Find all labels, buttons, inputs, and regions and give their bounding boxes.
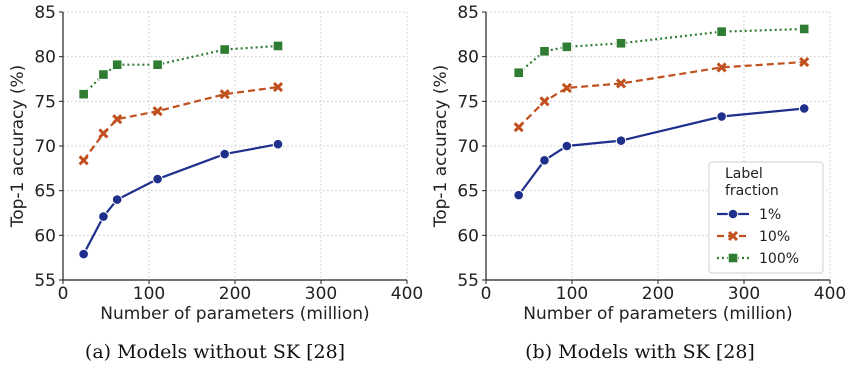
data-point <box>615 78 627 89</box>
series-1pct <box>513 103 810 201</box>
legend-title: Label <box>725 166 763 182</box>
series-line <box>82 44 279 95</box>
series-100pct <box>78 40 284 100</box>
legend-box <box>708 161 824 274</box>
x-tick-label: 100 <box>133 284 165 304</box>
data-point <box>716 26 727 37</box>
series-10pct <box>513 56 810 133</box>
x-axis-label: Number of parameters (million) <box>523 304 792 324</box>
x-tick-label: 0 <box>58 284 69 304</box>
y-tick-label: 85 <box>457 3 479 23</box>
data-point <box>219 148 230 160</box>
data-point <box>561 140 573 152</box>
data-point <box>716 62 727 73</box>
legend-title: fraction <box>725 183 779 199</box>
legend-marker <box>727 208 739 220</box>
y-tick-label: 75 <box>457 92 479 112</box>
data-point <box>513 67 524 79</box>
y-tick-label: 60 <box>457 226 479 246</box>
data-point <box>539 154 550 166</box>
data-point <box>98 211 109 222</box>
y-tick-label: 75 <box>34 92 56 112</box>
data-point <box>98 128 109 139</box>
x-tick-label: 200 <box>219 284 251 304</box>
legend-entry: 1% <box>759 207 781 223</box>
data-point <box>513 189 524 201</box>
x-tick-label: 400 <box>814 284 846 304</box>
legend-entry: 10% <box>759 229 790 245</box>
data-point <box>111 59 123 71</box>
data-point <box>513 122 524 133</box>
data-point <box>78 155 89 166</box>
data-point <box>561 41 573 53</box>
series-line <box>82 143 279 255</box>
y-tick-label: 65 <box>34 182 56 202</box>
series-line <box>517 27 805 74</box>
data-point <box>272 40 284 52</box>
x-axis-label: Number of parameters (million) <box>100 304 369 324</box>
data-point <box>152 59 163 71</box>
data-point <box>539 96 550 107</box>
data-point <box>539 46 550 57</box>
data-point <box>799 56 810 68</box>
data-point <box>112 114 123 125</box>
y-tick-label: 85 <box>34 3 56 23</box>
y-tick-label: 80 <box>34 48 56 68</box>
x-tick-label: 400 <box>391 284 423 304</box>
data-point <box>272 81 284 93</box>
legend-marker <box>727 230 739 242</box>
x-tick-label: 0 <box>481 284 492 304</box>
legend-entry: 100% <box>759 251 799 267</box>
data-point <box>78 88 89 100</box>
series-10pct <box>78 81 284 166</box>
y-tick-label: 70 <box>34 137 56 157</box>
y-axis-label: Top-1 accuracy (%) <box>8 65 28 229</box>
data-point <box>152 106 163 117</box>
data-point <box>78 248 89 260</box>
panel-caption: (a) Models without SK [28] <box>85 341 345 363</box>
data-point <box>798 23 810 35</box>
panel-caption: (b) Models with SK [28] <box>525 341 755 363</box>
y-tick-label: 55 <box>457 271 479 291</box>
y-axis-label: Top-1 accuracy (%) <box>431 65 451 229</box>
y-tick-label: 70 <box>457 137 479 157</box>
data-point <box>152 173 163 185</box>
series-line <box>517 107 805 196</box>
data-point <box>561 82 572 93</box>
data-point <box>98 69 109 80</box>
y-tick-label: 65 <box>457 182 479 202</box>
chart-panel-b: 0 100 200 300 400 55 60 65 70 75 80 85 Number of par… <box>431 3 846 363</box>
data-point <box>111 194 123 205</box>
data-point <box>798 103 810 114</box>
data-point <box>219 89 230 100</box>
data-point <box>615 37 627 49</box>
y-tick-label: 80 <box>457 48 479 68</box>
series-100pct <box>513 23 810 79</box>
series-line <box>517 60 805 129</box>
data-point <box>272 138 284 150</box>
y-tick-label: 55 <box>34 271 56 291</box>
legend-marker <box>727 252 739 264</box>
data-point <box>615 135 627 146</box>
x-tick-label: 200 <box>642 284 674 304</box>
y-tick-label: 60 <box>34 226 56 246</box>
series-1pct <box>78 138 284 260</box>
chart-panel-a: 0 100 200 300 400 55 60 65 70 75 80 85 Number of par… <box>8 3 423 363</box>
x-tick-label: 100 <box>556 284 588 304</box>
data-point <box>716 111 727 122</box>
x-tick-label: 300 <box>728 284 760 304</box>
x-tick-label: 300 <box>305 284 337 304</box>
data-point <box>219 44 230 55</box>
